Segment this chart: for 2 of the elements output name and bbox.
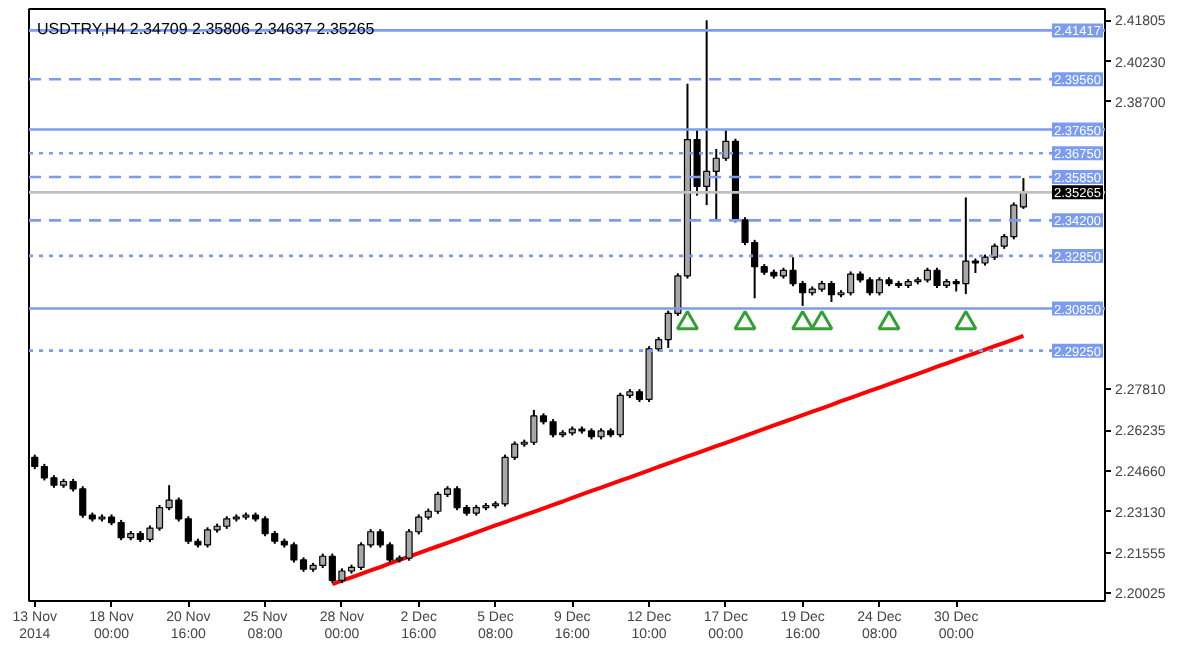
text: USDTRY,H4 2.34709 2.35806 2.34637 2.35265 (37, 20, 376, 38)
line-series (330, 333, 1026, 587)
